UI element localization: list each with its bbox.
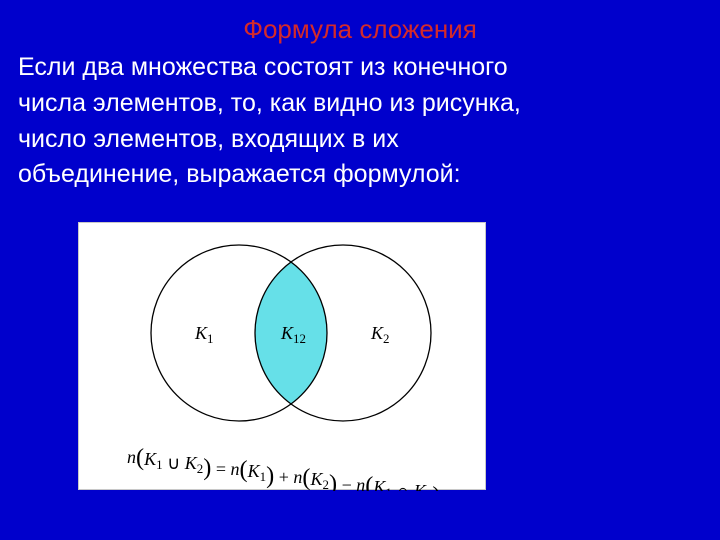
venn-svg: K1K12K2n(K1 ∪ K2) = n(K1) + n(K2) − n(K1…	[79, 223, 487, 491]
body-line: Если два множества состоят из конечного	[18, 51, 702, 85]
body-line: числа элементов, то, как видно из рисунк…	[18, 87, 702, 121]
venn-label-k2: K2	[370, 323, 390, 346]
inclusion-exclusion-formula: n(K1 ∪ K2) = n(K1) + n(K2) − n(K1 ∩ K2)	[127, 444, 440, 491]
body-line: число элементов, входящих в их	[18, 123, 702, 157]
venn-label-k1: K1	[194, 323, 214, 346]
body-line: объединение, выражается формулой:	[18, 158, 702, 192]
slide-body: Если два множества состоят из конечного …	[0, 51, 720, 192]
venn-figure: K1K12K2n(K1 ∪ K2) = n(K1) + n(K2) − n(K1…	[78, 222, 486, 490]
slide-title: Формула сложения	[0, 0, 720, 51]
